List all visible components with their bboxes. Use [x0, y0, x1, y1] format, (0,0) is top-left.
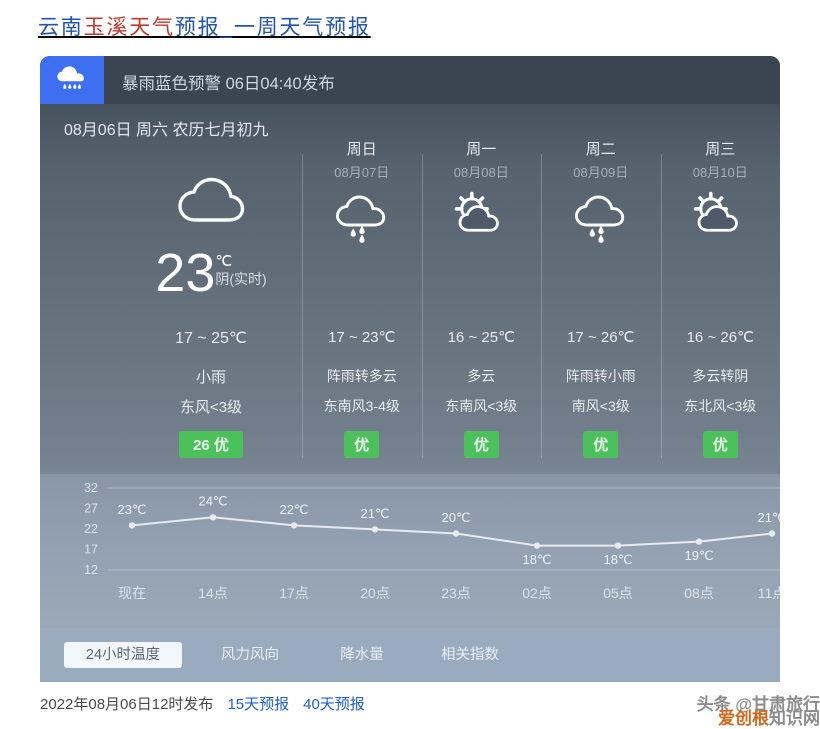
svg-text:22℃: 22℃ — [279, 502, 308, 517]
svg-text:17: 17 — [84, 543, 98, 557]
svg-text:05点: 05点 — [603, 585, 633, 601]
svg-text:08点: 08点 — [684, 585, 714, 601]
svg-text:23点: 23点 — [441, 585, 471, 601]
svg-text:21℃: 21℃ — [360, 506, 389, 521]
svg-text:02点: 02点 — [522, 585, 552, 601]
svg-text:17点: 17点 — [279, 585, 309, 601]
svg-text:21℃: 21℃ — [757, 510, 780, 525]
svg-text:22: 22 — [84, 522, 98, 536]
svg-text:18℃: 18℃ — [522, 552, 551, 567]
svg-text:20℃: 20℃ — [441, 510, 470, 525]
svg-text:20点: 20点 — [360, 585, 390, 601]
svg-text:14点: 14点 — [198, 585, 228, 601]
svg-text:24℃: 24℃ — [198, 494, 227, 509]
svg-text:18℃: 18℃ — [603, 552, 632, 567]
svg-text:12: 12 — [84, 563, 98, 577]
svg-text:23℃: 23℃ — [117, 502, 146, 517]
svg-text:19℃: 19℃ — [684, 548, 713, 563]
svg-text:32: 32 — [84, 481, 98, 495]
svg-text:27: 27 — [84, 502, 98, 516]
svg-text:现在: 现在 — [118, 585, 146, 601]
svg-text:11点: 11点 — [758, 585, 780, 601]
